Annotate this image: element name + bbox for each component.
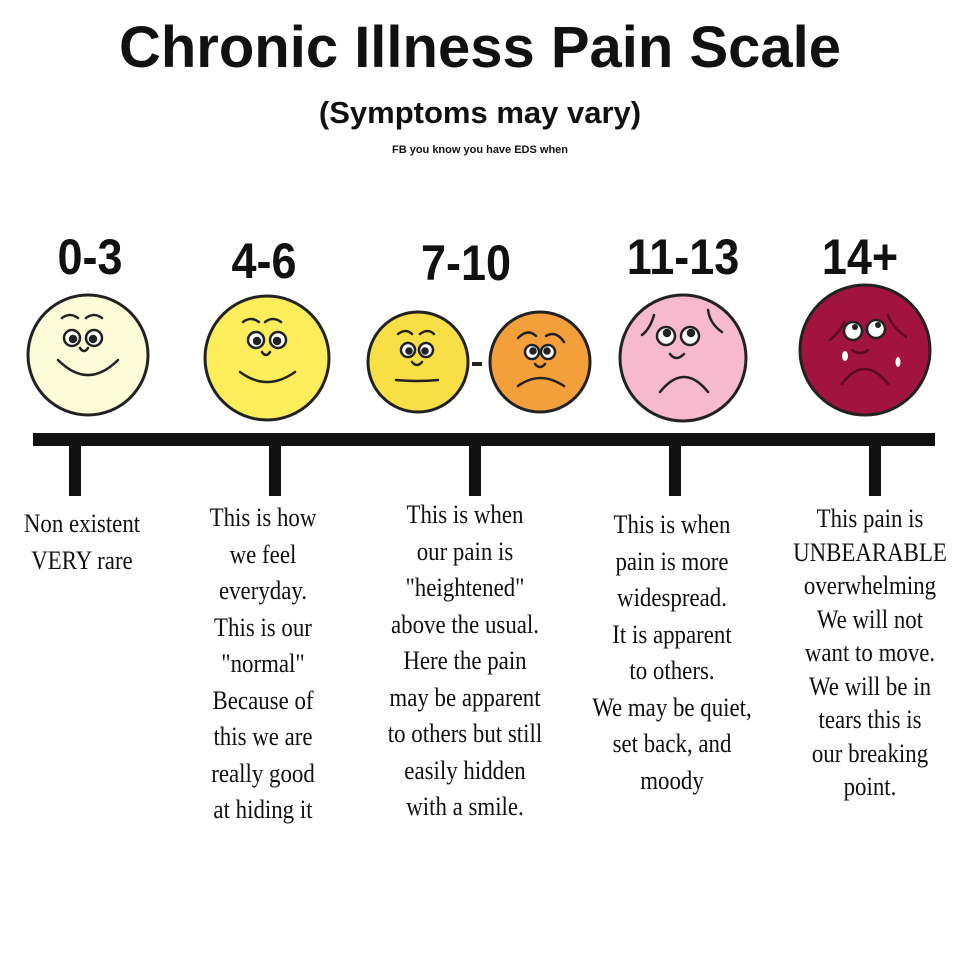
description-line: to others but still: [387, 719, 543, 748]
description-line: at hiding it: [213, 795, 313, 824]
description-line: We will be in: [808, 671, 932, 701]
description-line: we feel: [229, 539, 297, 569]
crying-face-icon: [798, 283, 932, 417]
range-label-11-13: 11-13: [626, 229, 740, 285]
description-line: This is how: [209, 503, 317, 532]
description-line: "heightened": [405, 573, 525, 602]
description-line: We will not: [816, 604, 924, 634]
description-line: overwhelming: [803, 571, 937, 600]
description-line: this we are: [213, 722, 313, 751]
description-line: set back, and: [612, 729, 732, 758]
description-line: moody: [640, 765, 704, 795]
description-11-13: This is when pain is more widespread. It is…: [572, 507, 772, 799]
page-subtitle: (Symptoms may vary): [318, 95, 642, 130]
credit-text: FB you know you have EDS when: [391, 144, 569, 156]
description-4-6: This is how we feel everyday. This is our "n…: [163, 500, 363, 829]
description-line: This is when: [406, 500, 524, 529]
timeline-bar: [33, 433, 935, 446]
range-label-7-10: 7-10: [420, 235, 512, 291]
description-line: It is apparent: [612, 619, 732, 649]
description-line: We may be quiet,: [592, 692, 752, 722]
description-line: This is when: [613, 510, 731, 539]
page-title: Chronic Illness Pain Scale: [118, 15, 842, 80]
description-line: "normal": [221, 649, 305, 678]
range-label-4-6: 4-6: [231, 233, 297, 289]
range-label-0-3: 0-3: [57, 229, 123, 285]
description-line: our breaking: [811, 738, 929, 768]
description-line: Because of: [212, 685, 314, 715]
description-line: Here the pain: [403, 646, 527, 675]
neutral-face-icon: [366, 310, 470, 414]
faces: [26, 283, 932, 423]
description-line: point.: [843, 772, 897, 801]
description-line: may be apparent: [389, 682, 541, 712]
description-line: above the usual.: [390, 609, 540, 639]
description-line: everyday.: [218, 576, 308, 605]
range-label-14-plus: 14+: [821, 229, 899, 285]
frowning-face-icon: [488, 310, 592, 414]
description-line: widespread.: [617, 583, 727, 612]
description-line: Non existent: [23, 509, 141, 538]
description-line: This pain is: [816, 504, 924, 533]
description-line: want to move.: [804, 638, 936, 667]
description-line: This is our: [214, 612, 312, 642]
timeline-tick: [269, 446, 281, 496]
timeline-tick: [469, 446, 481, 496]
timeline-tick: [669, 446, 681, 496]
description-line: VERY rare: [31, 545, 133, 575]
dash-separator: [472, 362, 482, 366]
happy-face-icon: [26, 293, 150, 417]
smiling-face-icon: [203, 294, 331, 422]
description-0-3: Non existent VERY rare: [0, 506, 182, 579]
description-7-10: This is when our pain is "heightened" above…: [365, 497, 565, 826]
description-line: to others.: [629, 656, 715, 685]
description-14-plus: This pain is UNBEARABLE overwhelming We wil…: [770, 502, 960, 804]
timeline-tick: [869, 446, 881, 496]
distressed-face-icon: [618, 293, 748, 423]
timeline-tick: [69, 446, 81, 496]
description-line: our pain is: [416, 536, 514, 566]
description-line: pain is more: [615, 546, 729, 576]
description-line: really good: [211, 758, 315, 788]
description-line: with a smile.: [406, 792, 524, 821]
description-line: tears this is: [818, 705, 922, 734]
description-line: easily hidden: [404, 755, 526, 785]
description-line: UNBEARABLE: [793, 537, 947, 567]
